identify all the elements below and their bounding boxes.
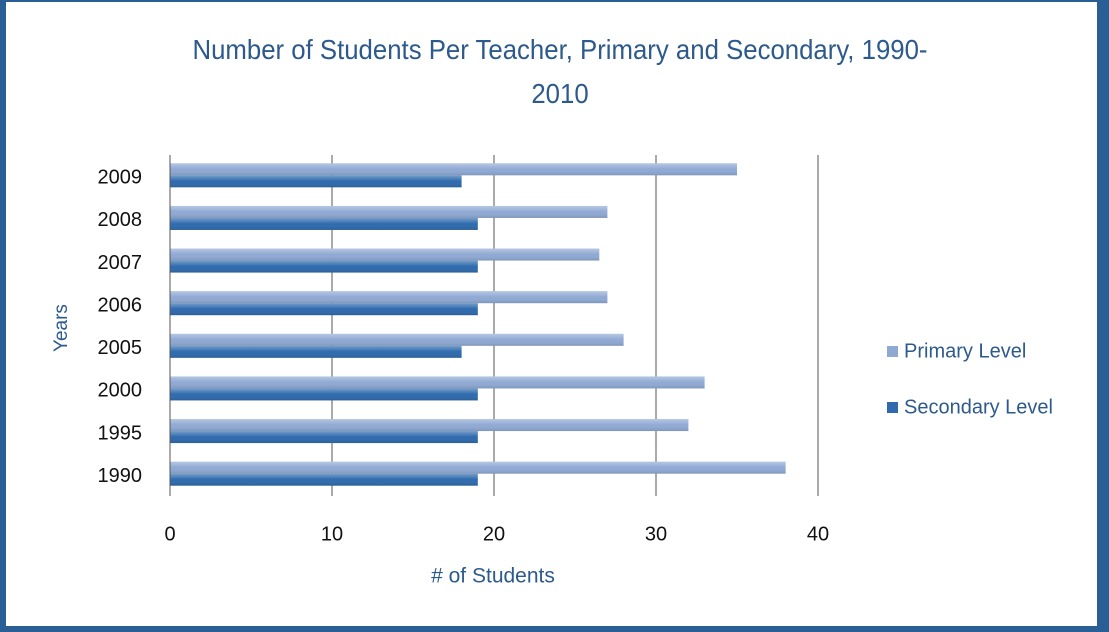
bar-shade xyxy=(170,376,705,389)
y-tick-label: 2000 xyxy=(98,380,143,402)
bar-shade xyxy=(170,419,689,432)
x-tick-label: 0 xyxy=(164,523,175,545)
legend-label: Secondary Level xyxy=(904,396,1053,418)
bar-shade xyxy=(170,175,462,188)
bar-shade xyxy=(170,333,624,346)
x-tick-label: 10 xyxy=(321,523,343,545)
legend-swatch xyxy=(887,402,898,413)
x-tick-label: 40 xyxy=(807,523,829,545)
bar-shade xyxy=(170,388,478,401)
y-axis-label: Years xyxy=(51,304,72,352)
legend-label: Primary Level xyxy=(904,340,1026,362)
legend-swatch xyxy=(887,346,898,357)
bar-shade xyxy=(170,205,608,218)
x-axis-label: # of Students xyxy=(431,565,555,588)
bar-shade xyxy=(170,260,478,273)
bar-shade xyxy=(170,303,478,316)
bar-shade xyxy=(170,291,608,304)
bar-shade xyxy=(170,473,478,486)
y-tick-label: 1995 xyxy=(98,422,143,444)
bar-shade xyxy=(170,345,462,358)
x-tick-label: 20 xyxy=(483,523,505,545)
bar-shade xyxy=(170,431,478,444)
y-tick-label: 2006 xyxy=(98,294,143,316)
bar-shade xyxy=(170,217,478,230)
y-tick-label: 2005 xyxy=(98,337,143,359)
y-tick-label: 2008 xyxy=(98,209,143,231)
bar-shade xyxy=(170,461,786,474)
y-tick-label: 2009 xyxy=(98,167,143,189)
y-tick-label: 2007 xyxy=(98,252,143,274)
y-tick-label: 1990 xyxy=(98,465,143,487)
chart-title: Number of Students Per Teacher, Primary … xyxy=(192,34,928,109)
x-tick-label: 30 xyxy=(645,523,667,545)
bar-shade xyxy=(170,248,600,261)
bar-shade xyxy=(170,163,737,176)
